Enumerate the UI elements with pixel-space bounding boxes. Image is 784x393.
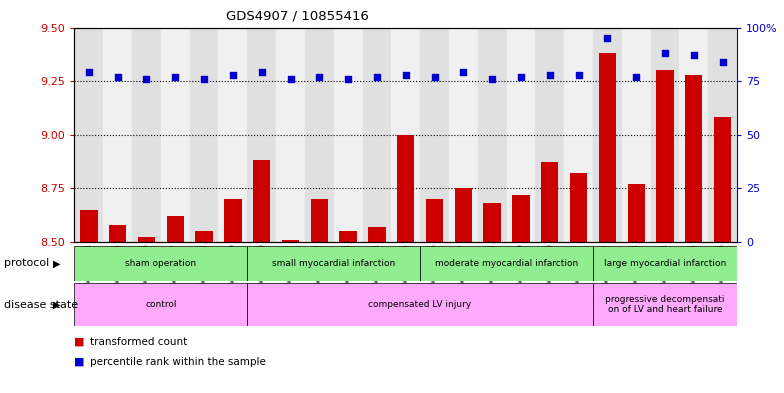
Bar	[247, 246, 420, 281]
Point	[82, 69, 95, 75]
Bar	[420, 246, 593, 281]
Bar	[368, 227, 386, 242]
Point	[572, 72, 585, 78]
Bar	[339, 231, 357, 242]
Text: ■: ■	[74, 337, 85, 347]
Bar	[651, 28, 680, 242]
Bar	[247, 283, 593, 326]
Point	[688, 52, 700, 59]
Bar	[190, 28, 219, 242]
Point	[428, 73, 441, 80]
Bar	[512, 195, 529, 242]
Bar	[455, 188, 472, 242]
Bar	[685, 75, 702, 242]
Point	[342, 76, 354, 82]
Point	[630, 73, 642, 80]
Point	[140, 76, 153, 82]
Text: percentile rank within the sample: percentile rank within the sample	[90, 356, 266, 367]
Bar	[593, 283, 737, 326]
Point	[285, 76, 297, 82]
Text: small myocardial infarction: small myocardial infarction	[272, 259, 395, 268]
Bar	[74, 246, 247, 281]
Point	[514, 73, 527, 80]
Bar	[305, 28, 334, 242]
Point	[169, 73, 182, 80]
Point	[256, 69, 268, 75]
Text: compensated LV injury: compensated LV injury	[368, 300, 472, 309]
Bar	[680, 28, 708, 242]
Bar	[276, 28, 305, 242]
Text: progressive decompensati
on of LV and heart failure: progressive decompensati on of LV and he…	[605, 295, 724, 314]
Bar	[219, 28, 247, 242]
Bar	[74, 28, 103, 242]
Bar	[449, 28, 477, 242]
Bar	[334, 28, 362, 242]
Bar	[622, 28, 651, 242]
Bar	[74, 283, 247, 326]
Bar	[224, 199, 241, 242]
Bar	[138, 237, 155, 242]
Bar	[570, 173, 587, 242]
Text: protocol: protocol	[4, 258, 49, 268]
Bar	[195, 231, 212, 242]
Bar	[80, 209, 97, 242]
Bar	[656, 70, 673, 242]
Bar	[161, 28, 190, 242]
Bar	[627, 184, 644, 242]
Bar	[535, 28, 564, 242]
Bar	[506, 28, 535, 242]
Bar	[362, 28, 391, 242]
Text: ■: ■	[74, 356, 85, 367]
Bar	[247, 28, 276, 242]
Bar	[167, 216, 184, 242]
Text: sham operation: sham operation	[125, 259, 197, 268]
Bar	[708, 28, 737, 242]
Point	[486, 76, 499, 82]
Point	[399, 72, 412, 78]
Bar	[426, 199, 443, 242]
Point	[717, 59, 729, 65]
Text: moderate myocardial infarction: moderate myocardial infarction	[435, 259, 578, 268]
Text: disease state: disease state	[4, 299, 78, 310]
Bar	[109, 224, 126, 242]
Point	[457, 69, 470, 75]
Bar	[132, 28, 161, 242]
Text: ▶: ▶	[53, 258, 60, 268]
Bar	[484, 203, 501, 242]
Bar	[391, 28, 420, 242]
Bar	[714, 118, 731, 242]
Bar	[593, 28, 622, 242]
Bar	[477, 28, 506, 242]
Bar	[310, 199, 328, 242]
Bar	[253, 160, 270, 242]
Point	[601, 35, 614, 41]
Bar	[282, 240, 299, 242]
Bar	[599, 53, 616, 242]
Text: GDS4907 / 10855416: GDS4907 / 10855416	[227, 10, 369, 23]
Bar	[397, 134, 415, 242]
Bar	[541, 162, 558, 242]
Point	[543, 72, 556, 78]
Text: large myocardial infarction: large myocardial infarction	[604, 259, 726, 268]
Point	[659, 50, 671, 56]
Point	[111, 73, 124, 80]
Point	[227, 72, 239, 78]
Bar	[564, 28, 593, 242]
Point	[313, 73, 325, 80]
Text: ▶: ▶	[53, 299, 60, 310]
Point	[371, 73, 383, 80]
Bar	[103, 28, 132, 242]
Text: transformed count: transformed count	[90, 337, 187, 347]
Point	[198, 76, 210, 82]
Bar	[420, 28, 449, 242]
Text: control: control	[145, 300, 176, 309]
Bar	[593, 246, 737, 281]
